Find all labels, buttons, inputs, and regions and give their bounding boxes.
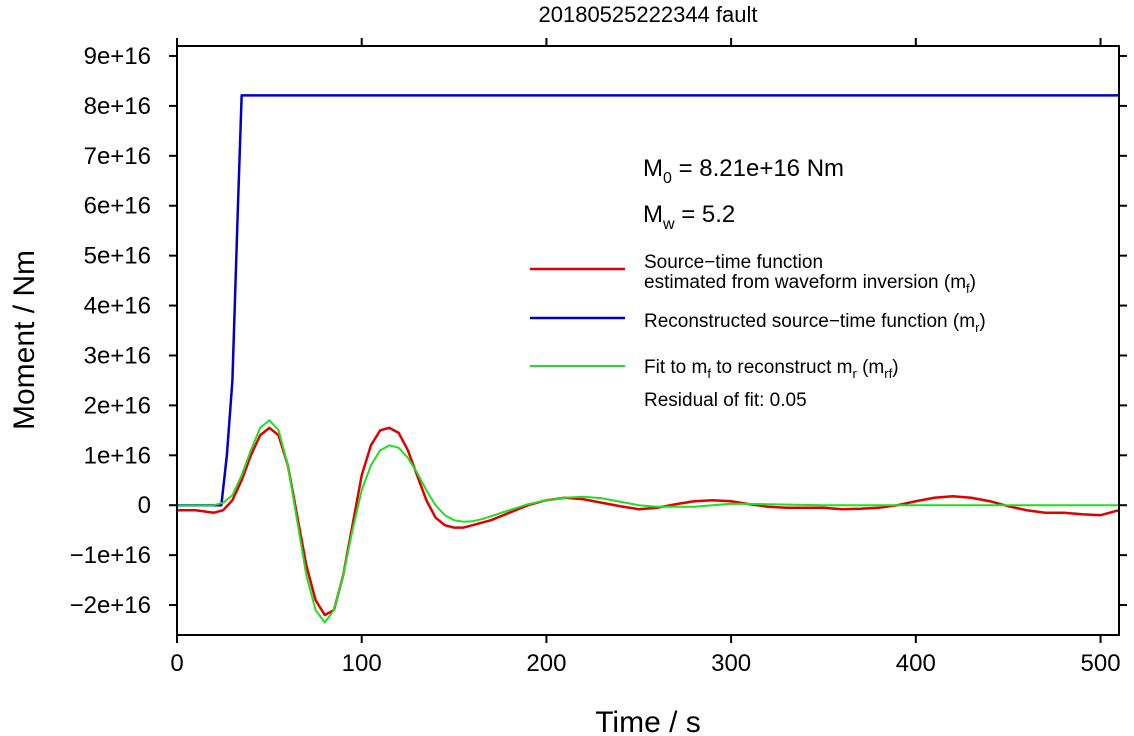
legend: Source−time function estimated from wave… [530,252,986,411]
m0-subscript: 0 [663,170,672,187]
series-line-mf [177,426,1120,617]
series-lines [177,94,1120,624]
mw-value: = 5.2 [675,201,736,228]
y-tick-label: 7e+16 [84,143,151,170]
mw-subscript: w [662,216,675,233]
legend-label-mf-line2: estimated from waveform inversion (mf) [644,272,976,296]
x-tick-label: 300 [711,650,751,677]
y-tick-label: 2e+16 [84,392,151,419]
residual-label: Residual of fit: 0.05 [644,390,807,411]
x-tick-label: 100 [342,650,382,677]
y-tick-label: 8e+16 [84,93,151,120]
m0-symbol: M [643,155,663,182]
x-tick-label: 400 [896,650,936,677]
x-tick-label: 200 [526,650,566,677]
x-axis-title: Time / s [595,706,701,736]
legend-label-mf-line1: Source−time function [644,252,823,273]
y-tick-label: 0 [138,492,151,519]
svg-text:Mw = 5.2: Mw = 5.2 [643,201,735,233]
legend-label-mr: Reconstructed source−time function (mr) [644,311,986,335]
y-tick-label: 5e+16 [84,243,151,270]
y-tick-label: −2e+16 [70,592,151,619]
y-axis-title: Moment / Nm [8,250,41,430]
y-tick-label: −1e+16 [70,542,151,569]
y-tick-label: 6e+16 [84,193,151,220]
svg-text:M0 = 8.21e+16 Nm: M0 = 8.21e+16 Nm [643,155,844,187]
x-tick-label: 500 [1081,650,1121,677]
chart-title: 20180525222344 fault [539,2,758,27]
axes-group: 0 100 200 300 400 500 −2e+16 −1e+16 0 1e+16 2e+16 3… [70,38,1127,677]
mw-annotation: Mw = 5.2 [643,201,735,233]
y-tick-label: 9e+16 [84,43,151,70]
x-tick-label: 0 [170,650,183,677]
y-tick-label: 3e+16 [84,342,151,369]
y-tick-label: 1e+16 [84,442,151,469]
y-tick-label: 4e+16 [84,293,151,320]
legend-label-mrf: Fit to mf to reconstruct mr (mrf) [644,357,899,381]
mw-symbol: M [643,201,663,228]
series-line-mr [177,94,1119,507]
plot-frame [176,45,1120,636]
series-line-mrf [177,419,1119,624]
m0-annotation: M0 = 8.21e+16 Nm [643,155,844,187]
m0-value: = 8.21e+16 Nm [672,155,844,182]
